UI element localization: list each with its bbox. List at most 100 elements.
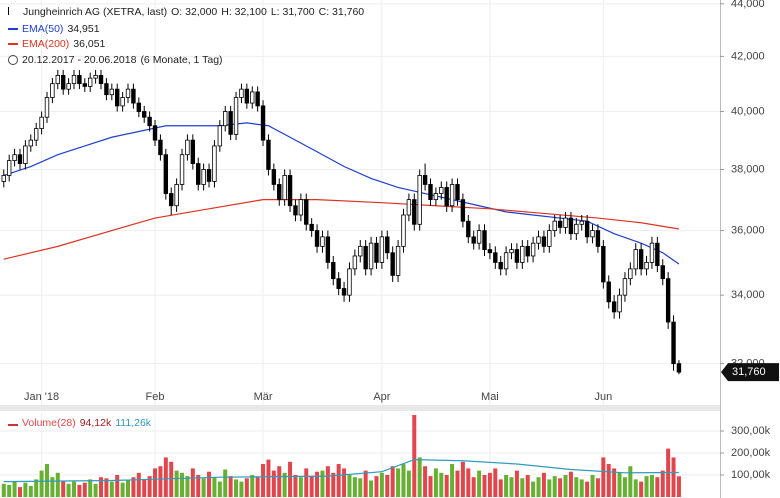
period: 20.12.2017 - 20.06.2018 (6 Monate, 1 Tag) bbox=[8, 53, 227, 67]
volume-bar bbox=[401, 464, 406, 497]
candle-body bbox=[509, 249, 514, 254]
candle-body bbox=[136, 102, 142, 112]
volume-bar bbox=[477, 470, 482, 497]
title: Jungheinrich AG (XETRA, last) bbox=[23, 6, 168, 18]
volume-bar bbox=[17, 487, 22, 497]
volume-bar bbox=[595, 478, 600, 497]
volume-legend: Volume(28) 94,12k 111,26k bbox=[8, 416, 155, 430]
volume-bar bbox=[617, 472, 622, 497]
candle-body bbox=[466, 220, 471, 238]
candle-body bbox=[412, 199, 417, 225]
candle-body bbox=[574, 223, 579, 235]
volume-bar bbox=[655, 477, 660, 497]
volume-bar bbox=[336, 464, 341, 497]
legend-value: 36,051 bbox=[73, 38, 106, 50]
volume-bar bbox=[514, 470, 519, 497]
candle-body bbox=[271, 169, 277, 185]
volume-bar bbox=[423, 466, 428, 497]
candle-body bbox=[66, 83, 71, 90]
line bbox=[3, 199, 680, 260]
volume-bar bbox=[433, 468, 438, 497]
candle-body bbox=[109, 88, 115, 96]
panel-separator bbox=[0, 405, 720, 411]
x-tick-label: Jun bbox=[594, 391, 612, 403]
volume-bar bbox=[579, 479, 584, 497]
candle-body bbox=[590, 230, 595, 238]
volume-bar bbox=[482, 475, 487, 497]
candle-body bbox=[206, 169, 212, 182]
candle-body bbox=[179, 154, 185, 185]
volume-bar bbox=[207, 471, 212, 497]
candle-body bbox=[363, 245, 368, 270]
volume-bar bbox=[23, 482, 28, 497]
candle-body bbox=[77, 74, 82, 85]
x-tick-label: Mär bbox=[254, 391, 273, 403]
candle-body bbox=[304, 199, 309, 225]
candle-body bbox=[476, 230, 482, 244]
volume-bar bbox=[196, 475, 201, 497]
candle-body bbox=[142, 111, 147, 118]
legend-name: EMA(50) bbox=[22, 23, 64, 35]
volume-bar bbox=[585, 481, 590, 497]
candle-body bbox=[17, 154, 23, 164]
candle-body bbox=[584, 220, 590, 238]
volume-bar bbox=[147, 476, 152, 497]
candle-body bbox=[98, 74, 104, 85]
candle-icon bbox=[8, 7, 19, 15]
candle-body bbox=[401, 214, 406, 247]
x-tick-label: Apr bbox=[373, 391, 390, 403]
volume-bar bbox=[379, 472, 384, 497]
volume-bar bbox=[396, 468, 401, 497]
candle-body bbox=[169, 193, 174, 207]
candle-body bbox=[341, 288, 347, 296]
legend-value: 34,951 bbox=[67, 23, 100, 35]
y-tick-label: 200,00k bbox=[731, 447, 771, 459]
volume-bar bbox=[255, 477, 260, 497]
volume-bar bbox=[223, 469, 228, 497]
volume-bar bbox=[158, 466, 163, 497]
volume-bar bbox=[282, 472, 287, 497]
volume-bar bbox=[520, 478, 525, 497]
volume-bar bbox=[676, 476, 681, 497]
y-tick-label: 36,000 bbox=[731, 224, 765, 236]
volume-bar bbox=[649, 475, 654, 497]
volume-bar bbox=[390, 466, 395, 497]
candle-body bbox=[33, 128, 39, 141]
volume-bar bbox=[55, 472, 60, 497]
candle-body bbox=[606, 281, 611, 303]
volume-bar bbox=[288, 461, 293, 497]
volume-bar bbox=[498, 479, 503, 497]
volume-bar bbox=[190, 468, 195, 497]
clock-icon bbox=[8, 55, 18, 66]
y-tick-label: 100,00k bbox=[731, 469, 771, 481]
volume-bar bbox=[439, 472, 444, 497]
volume-bar bbox=[217, 481, 222, 497]
candle-body bbox=[88, 77, 93, 87]
volume-bar bbox=[250, 475, 255, 497]
candle-body bbox=[298, 199, 304, 216]
volume-bar bbox=[174, 470, 179, 497]
y-tick-label: 42,000 bbox=[731, 50, 765, 62]
volume-bar bbox=[444, 475, 449, 497]
candle-body bbox=[455, 184, 460, 201]
volume-bar bbox=[234, 479, 239, 497]
x-tick-label: Jan '18 bbox=[24, 391, 59, 403]
volume-bar bbox=[493, 468, 498, 497]
volume-bar bbox=[109, 481, 114, 497]
candle-body bbox=[633, 249, 638, 270]
volume-bar bbox=[558, 478, 563, 497]
candle-body bbox=[579, 220, 584, 225]
volume-bar bbox=[180, 472, 185, 497]
legend-ema50: EMA(50) 34,951 bbox=[8, 22, 104, 36]
candle-body bbox=[217, 125, 223, 147]
volume-bar bbox=[266, 459, 271, 497]
volume-bar bbox=[347, 475, 352, 497]
volume-bar bbox=[298, 477, 303, 497]
header: Jungheinrich AG (XETRA, last) O: 32,000 H:… bbox=[8, 5, 368, 19]
volume-bar bbox=[88, 479, 93, 497]
volume-bar bbox=[466, 468, 471, 497]
candle-body bbox=[439, 187, 444, 194]
y-tick-label: 300,00k bbox=[731, 425, 771, 437]
candle-body bbox=[320, 236, 325, 247]
